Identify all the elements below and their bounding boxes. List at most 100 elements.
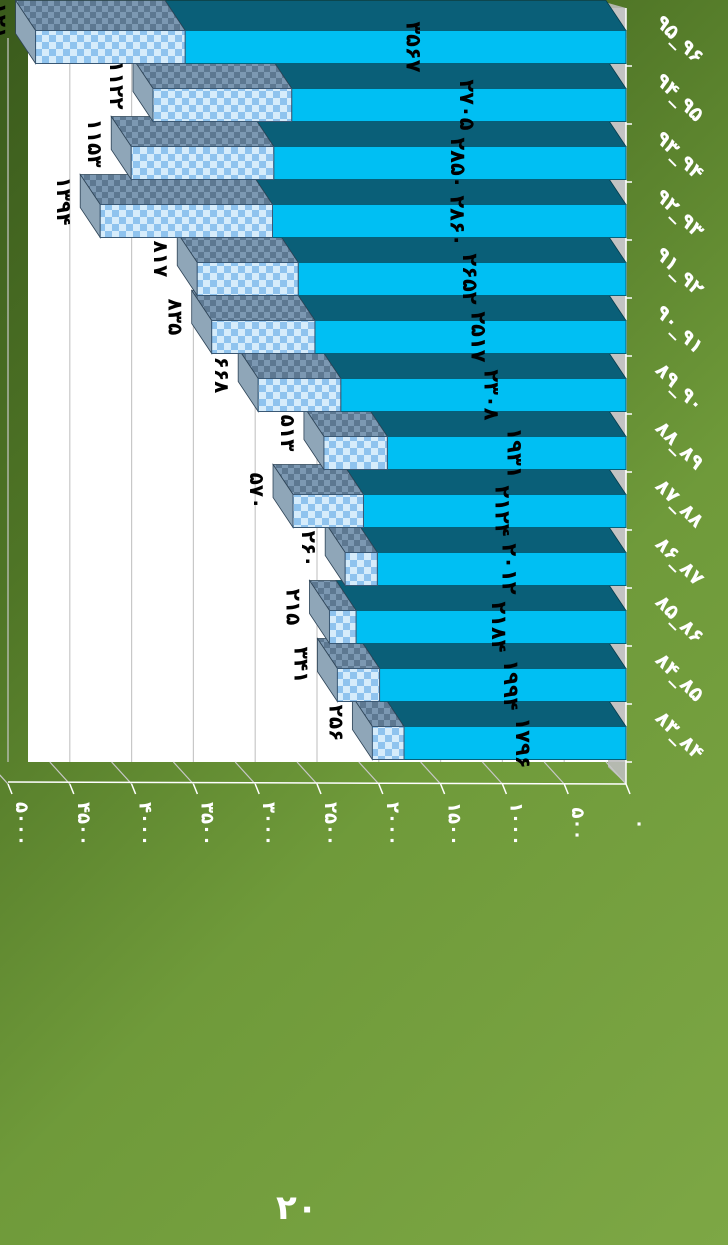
axis-tick-label: ۴۰۰۰: [135, 802, 156, 846]
bar-series1-label: ۲۵۱۷: [466, 311, 490, 362]
bar-series2: [344, 552, 378, 586]
axis-tick: [378, 783, 384, 795]
bar-series1-label: ۲۷۰۵: [455, 79, 479, 130]
category-label: ۸۸_۸۹: [651, 416, 710, 475]
bar-series1: [291, 88, 627, 122]
axis-tick: [254, 783, 260, 795]
category-label: ۸۴_۸۵: [651, 648, 710, 707]
bar-series1-label: ۱۷۹۶: [511, 717, 535, 768]
gridline-depth: [420, 761, 442, 785]
bar-series2-label: ۱۳۹۴: [52, 177, 76, 226]
gridline-depth: [49, 761, 71, 785]
bar-series1: [386, 436, 627, 470]
axis-tick-label: ۳۵۰۰: [196, 802, 217, 846]
axis-tick-label: ۵۰۰۰: [11, 802, 32, 846]
bar-series2-label: ۲۶۰: [297, 531, 321, 568]
bar-series2-label: ۲۵۶: [324, 705, 348, 742]
bar-series1-label: ۲۱۲۴: [491, 485, 515, 536]
bar-series2: [211, 320, 316, 354]
bar-series2: [152, 88, 293, 122]
category-label: ۸۵_۸۶: [651, 590, 710, 649]
axis-tick-label: ۱۵۰۰: [444, 802, 465, 846]
bars-layer: [14, 0, 627, 761]
axis-tick: [501, 783, 508, 795]
bar-series2: [130, 146, 275, 180]
gridline-depth: [543, 761, 565, 785]
axis-tick-label: ۴۵۰۰: [73, 802, 94, 846]
category-label: ۹۴_۹۵: [651, 68, 710, 127]
bar-series1: [273, 146, 627, 180]
bar-series1: [314, 320, 627, 354]
bar-series1-label: ۲۰۱۲: [498, 543, 522, 594]
category-label: ۹۰_۹۱: [651, 300, 710, 359]
axis-tick: [563, 783, 569, 795]
bar-series2: [99, 204, 274, 238]
bar-series1-label: ۱۹۹۴: [499, 659, 523, 710]
bar-series2-label: ۸۳۵: [164, 299, 188, 336]
bar-series2-label: ۵۱۳: [276, 415, 300, 452]
bar-series2-label: ۱۲۱۰: [0, 3, 12, 52]
bar-series2: [336, 668, 381, 702]
bar-series1-label: ۲۱۸۴: [487, 601, 511, 652]
bar-series1: [272, 204, 627, 238]
bar-series2: [35, 30, 186, 64]
bar-series1: [355, 610, 627, 644]
gridline-depth: [605, 761, 627, 785]
bar-series1: [340, 378, 627, 412]
bar-series2: [371, 726, 405, 760]
bar-series2-label: ۵۷۰: [245, 473, 269, 510]
bar-series1-label: ۲۶۵۲: [458, 253, 482, 304]
axis-tick: [130, 783, 137, 795]
bar-series1-label: ۱۹۳۱: [503, 427, 527, 478]
axis-tick: [192, 783, 199, 795]
gridline-depth: [358, 761, 380, 785]
axis-tick-label: ۰: [629, 819, 650, 830]
bar-series1-label: ۲۳۰۸: [479, 369, 503, 420]
page-number: ۲۰: [276, 1188, 318, 1228]
gridline-depth: [234, 761, 256, 785]
bar-series2-label: ۶۶۸: [210, 357, 234, 394]
axis-tick: [625, 783, 631, 795]
bar-series1: [376, 552, 627, 586]
bar-series1-label: ۳۵۶۷: [402, 21, 426, 72]
bar-series1: [362, 494, 627, 528]
bar-series1: [403, 726, 627, 760]
value-axis-line: [7, 781, 627, 785]
bar-series2: [196, 262, 299, 296]
bar-series1-top: [164, 0, 627, 31]
gridline-depth: [111, 761, 133, 785]
bar-series2-label: ۱۱۲۲: [105, 61, 129, 110]
gridline-depth: [0, 774, 9, 785]
bar-series2-label: ۳۴۱: [289, 647, 313, 684]
category-label: ۸۶_۸۷: [651, 532, 710, 591]
bar-series1: [379, 668, 627, 702]
axis-tick: [7, 783, 13, 795]
bar-series1-label: ۲۸۵۰: [446, 137, 470, 188]
category-label: ۹۵_۹۶: [651, 10, 710, 69]
bar-series2: [328, 610, 357, 644]
category-label: ۸۷_۸۸: [651, 474, 710, 533]
category-label: ۹۳_۹۴: [651, 126, 710, 185]
category-label: ۸۳_۸۴: [651, 706, 710, 765]
bar-series2-label: ۸۱۷: [149, 241, 173, 278]
gridline-depth: [172, 761, 194, 785]
axis-tick: [439, 783, 446, 795]
category-label: ۹۲_۹۳: [651, 184, 710, 243]
bar-series2-label: ۲۱۵: [281, 589, 305, 626]
gridline-depth: [296, 761, 318, 785]
bar-series2: [292, 494, 364, 528]
bar-series1: [184, 30, 627, 64]
category-label: ۸۹_۹۰: [651, 358, 710, 417]
bar-series2: [323, 436, 388, 470]
axis-tick: [316, 783, 322, 795]
bar-series2-top: [14, 0, 186, 31]
axis-tick-label: ۲۰۰۰: [382, 802, 403, 846]
bar-series2: [257, 378, 342, 412]
category-label: ۹۱_۹۲: [651, 242, 710, 301]
axis-tick-label: ۱۰۰۰: [505, 802, 526, 846]
axis-tick: [69, 783, 75, 795]
axis-tick-label: ۵۰۰: [567, 808, 588, 841]
gridline-depth: [481, 761, 503, 785]
